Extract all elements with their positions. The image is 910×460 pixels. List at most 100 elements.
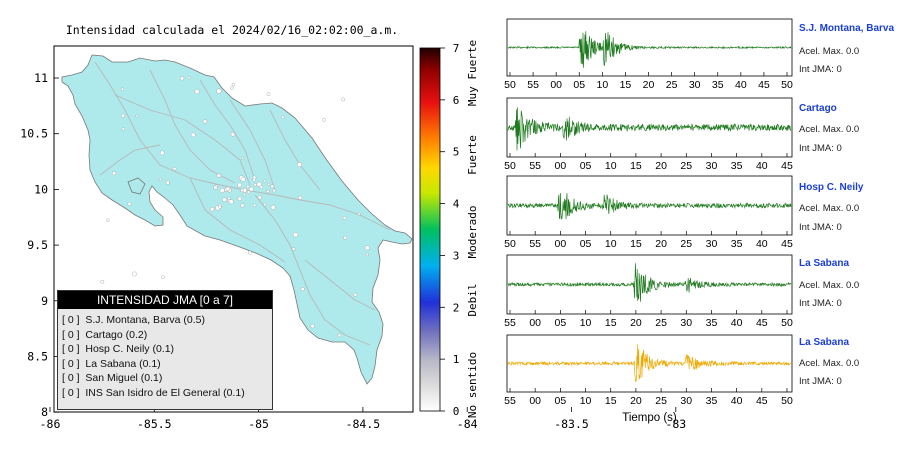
colorbar-tick-label: 4 [453,198,460,211]
station-dot [120,113,125,118]
lat-tick-label: 8.5 [27,350,48,364]
waveform-tick-label: 10 [605,160,617,172]
station-dot [272,188,276,193]
station-dots [100,76,370,344]
waveform-tick-label: 30 [689,79,701,91]
lon-tick-label: -86 [40,417,61,431]
station-dot [240,188,244,193]
waveform-panel: 55 00 05 10 15 20 25 30 35 40 45 50 [504,254,793,329]
station-dot [187,76,191,80]
waveform-tick-label: 00 [555,238,567,250]
colorbar-category-label: Moderado [466,206,479,259]
colorbar-tick-label: 5 [453,146,460,159]
waveform-tick-label: 50 [504,160,516,172]
waveform-tick-label: 20 [655,160,667,172]
waveform-tick-label: 05 [573,79,585,91]
lat-tick-label: 8 [41,405,48,419]
station-dot [228,199,234,205]
costa-rica-landmass [61,54,413,385]
station-dot [353,292,358,297]
station-acel: Acel. Max. 0.0 [799,358,860,369]
station-dot [216,173,221,178]
station-dot [190,132,196,138]
station-int: Int JMA: 0 [799,64,842,75]
legend-item-label: Hosp C. Neily (0.1) [85,343,175,355]
station-dot [194,89,200,95]
station-dot [256,181,262,187]
waveform-tick-label: 45 [758,79,770,91]
station-dot [111,171,116,176]
legend-item: [ 0 ] S.J. Montana, Barva (0.5) [62,313,272,328]
waveform-tick-label: 00 [555,160,567,172]
legend-item-value: [ 0 ] [62,314,80,326]
waveform-tick-label: 15 [630,238,642,250]
waveform-tick-label: 20 [643,79,655,91]
station-dot [225,186,231,192]
lat-tick-label: 11 [34,71,48,85]
map-title: Intensidad calculada el 2024/02/16_02:02… [66,23,398,37]
station-int: Int JMA: 0 [799,222,842,233]
waveform-tick-label: 10 [580,395,592,407]
lon-tick-label: -84 [457,417,478,431]
station-dot [342,215,347,220]
waveform-tick-label: 40 [756,160,768,172]
waveform-tick-label: 30 [680,317,692,329]
waveform-panel: 50 55 00 05 10 15 20 25 30 35 40 45 50 [504,18,793,91]
colorbar [419,47,441,412]
waveform-tick-label: 55 [529,238,541,250]
station-dot [240,176,246,182]
waveform-panel: 50 55 00 05 10 15 20 25 30 35 40 45 [504,175,793,250]
waveform-tick-label: 55 [504,317,516,329]
station-dot [247,190,251,194]
legend-item-label: S.J. Montana, Barva (0.5) [85,314,205,326]
waveform-tick-label: 45 [756,317,768,329]
lat-axis: 11 10.5 10 9.5 9 8.5 8 [20,71,59,419]
waveform-panel: 50 55 00 05 10 15 20 25 30 35 40 45 [504,97,793,172]
station-dot [121,127,125,131]
station-dot [300,287,305,292]
station-dot [172,166,177,171]
waveform-tick-label: 50 [504,79,516,91]
road-network [94,61,391,346]
station-dot [248,186,254,192]
station-dot [209,207,215,212]
waveform-tick-label: 00 [550,79,562,91]
station-dot [263,202,267,207]
waveform-tick-label: 40 [756,238,768,250]
station-acel: Acel. Max. 0.0 [799,124,860,135]
waveform-tick-label: 05 [580,160,592,172]
station-dot [252,178,256,182]
station-dot [281,115,285,119]
station-dot [100,279,105,284]
station-name: Cartago [799,103,837,114]
legend-item: [ 0 ] San Miguel (0.1) [62,371,272,386]
station-acel: Acel. Max. 0.0 [799,203,860,214]
station-dot [291,247,296,251]
waveform-tick-label: 15 [620,79,632,91]
station-dot [161,275,165,280]
station-dot [213,185,218,190]
station-dot [298,195,303,200]
station-dot [120,87,124,91]
station-dot [202,119,208,124]
station-dot [267,182,271,186]
station-dot [247,250,252,255]
legend-item-value: [ 0 ] [62,372,80,384]
station-dot [159,150,165,156]
colorbar-tick-label: 7 [453,42,460,55]
colorbar-categories: No sentido Debil Moderado Fuerte Muy Fuerte [466,40,479,418]
station-dot [364,245,370,251]
station-int: Int JMA: 0 [799,376,842,387]
legend-item-label: Cartago (0.2) [85,328,148,341]
lat-tick-label: 9.5 [27,238,48,252]
station-int: Int JMA: 0 [799,298,842,309]
station-dot [222,197,227,202]
legend-header: INTENSIDAD JMA [0 a 7] [58,291,272,309]
colorbar-tick-label: 3 [453,249,460,262]
legend-list: [ 0 ] S.J. Montana, Barva (0.5) [ 0 ] Ca… [62,313,272,400]
station-dot [241,156,244,160]
waveform-tick-label: 35 [712,79,724,91]
waveform-tick-label: 15 [605,395,617,407]
lon-tick-label: -85 [248,417,269,431]
waveform-tick-label: 55 [504,395,516,407]
